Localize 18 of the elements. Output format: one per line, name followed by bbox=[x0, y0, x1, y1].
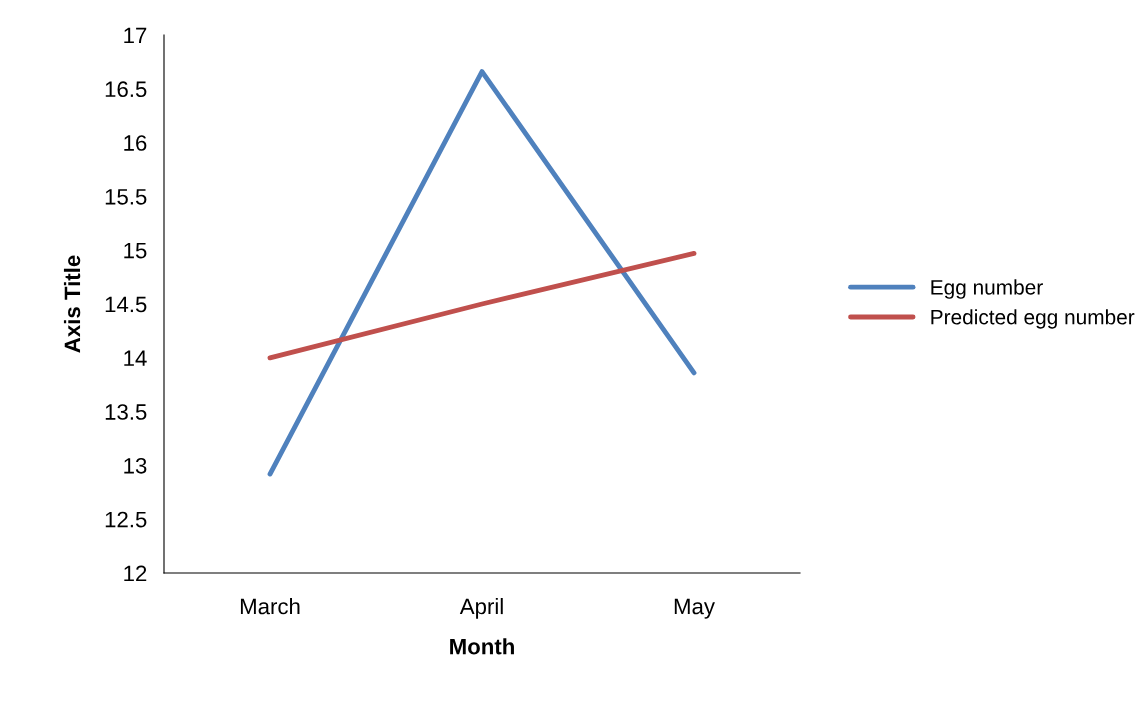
y-axis-title: Axis Title bbox=[63, 255, 81, 353]
x-tick-label: April bbox=[459, 598, 503, 619]
y-tick-label: 16.5 bbox=[105, 81, 147, 98]
x-tick-label: March bbox=[240, 598, 300, 615]
legend-label: Predicted egg number bbox=[931, 309, 1135, 329]
y-tick-label: 13.5 bbox=[105, 404, 147, 420]
y-tick-label: 12.5 bbox=[105, 511, 147, 528]
x-tick-label: May bbox=[674, 598, 715, 619]
y-tick-label: 13 bbox=[124, 457, 147, 474]
y-tick-label: 17 bbox=[124, 27, 147, 44]
y-tick-label: 15 bbox=[124, 242, 147, 259]
y-tick-label: 14 bbox=[124, 350, 147, 366]
x-axis-title: Month bbox=[450, 638, 514, 655]
y-tick-label: 12 bbox=[124, 565, 147, 582]
y-tick-label: 14.5 bbox=[105, 296, 147, 313]
y-tick-label: 15.5 bbox=[105, 189, 147, 205]
legend-label: Egg number bbox=[931, 279, 1043, 299]
y-tick-label: 16 bbox=[124, 135, 147, 151]
